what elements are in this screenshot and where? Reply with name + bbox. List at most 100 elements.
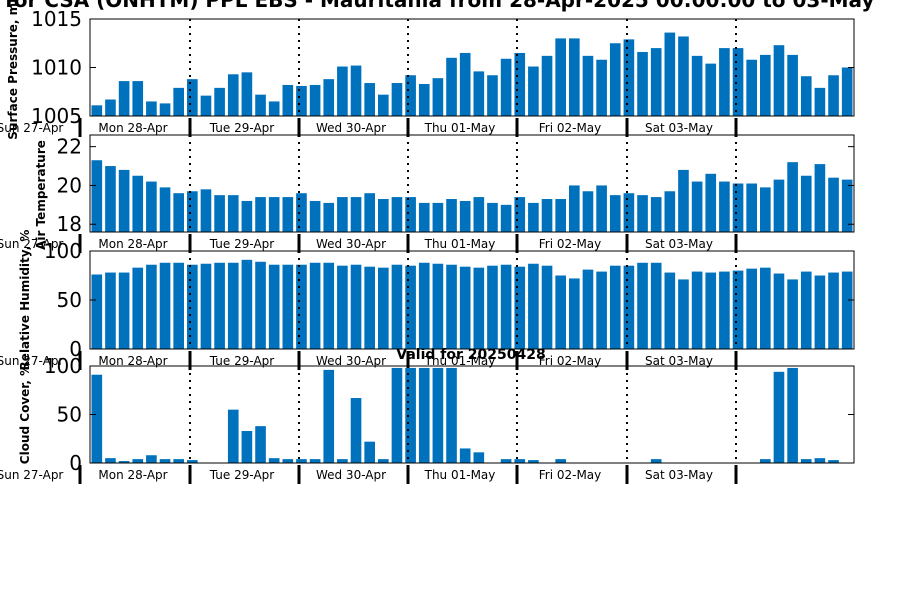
bar bbox=[309, 459, 321, 463]
bar bbox=[309, 262, 321, 349]
bar bbox=[364, 193, 375, 232]
bar bbox=[378, 267, 389, 349]
x-tick-label: Thu 01-May bbox=[424, 237, 496, 251]
axes-frame bbox=[89, 134, 855, 233]
bar bbox=[241, 259, 253, 349]
bar bbox=[337, 197, 348, 232]
bar bbox=[323, 262, 335, 349]
bar bbox=[91, 274, 103, 349]
x-tick-label: Sat 03-May bbox=[645, 121, 713, 135]
bar bbox=[459, 200, 471, 232]
bar bbox=[678, 36, 689, 116]
bar bbox=[773, 371, 785, 463]
bar bbox=[350, 197, 362, 232]
bar bbox=[282, 84, 294, 116]
bar bbox=[391, 264, 403, 349]
bar bbox=[391, 367, 403, 463]
bar bbox=[268, 458, 280, 463]
chart-title: for CSA (ONHTM) PPL EBS - Mauritania fro… bbox=[5, 0, 874, 12]
bar bbox=[746, 59, 757, 116]
bar bbox=[637, 51, 648, 117]
x-tick-label: Wed 30-Apr bbox=[316, 468, 386, 482]
bar bbox=[173, 459, 184, 463]
bar bbox=[664, 191, 676, 232]
bar bbox=[200, 189, 212, 232]
bar bbox=[760, 267, 771, 349]
bar bbox=[132, 175, 144, 232]
bar bbox=[787, 279, 798, 349]
x-tick-label: Tue 29-Apr bbox=[209, 121, 274, 135]
bar bbox=[118, 169, 130, 232]
y-tick-label: 1005 bbox=[31, 104, 82, 128]
bar bbox=[459, 52, 471, 116]
bar bbox=[391, 83, 403, 116]
y-axis-label: Air Temperature bbox=[34, 140, 48, 250]
bar bbox=[418, 367, 430, 463]
bar bbox=[405, 367, 416, 463]
bar bbox=[773, 45, 785, 116]
bar bbox=[569, 278, 580, 349]
bar bbox=[255, 426, 266, 463]
x-tick-label: Wed 30-Apr bbox=[316, 354, 386, 368]
bar bbox=[187, 264, 198, 349]
bar bbox=[555, 275, 566, 349]
x-tick-label: Thu 01-May bbox=[424, 354, 496, 368]
bar bbox=[487, 202, 498, 232]
bar bbox=[323, 202, 335, 232]
bar bbox=[569, 185, 580, 232]
bar bbox=[800, 459, 812, 463]
bar bbox=[705, 173, 717, 232]
bar bbox=[309, 200, 321, 232]
bar bbox=[650, 262, 662, 349]
bar bbox=[378, 94, 389, 116]
valid-date-label: Valid for 20250428 bbox=[396, 347, 545, 363]
bar bbox=[146, 101, 157, 116]
bar bbox=[446, 264, 457, 349]
bar bbox=[173, 87, 184, 116]
bar bbox=[268, 264, 280, 349]
bar bbox=[91, 160, 103, 232]
x-tick-label: Mon 28-Apr bbox=[98, 121, 167, 135]
bar bbox=[828, 272, 839, 349]
bar bbox=[678, 169, 689, 232]
bar bbox=[446, 199, 457, 232]
bar bbox=[664, 272, 676, 349]
bar bbox=[650, 48, 662, 116]
y-tick-label: 22 bbox=[57, 135, 82, 159]
bar bbox=[500, 204, 512, 232]
bar bbox=[582, 269, 594, 349]
bar bbox=[541, 55, 553, 116]
bar bbox=[418, 202, 430, 232]
bar bbox=[118, 272, 130, 349]
bar bbox=[446, 367, 457, 463]
bar bbox=[705, 272, 717, 349]
bar bbox=[446, 57, 457, 116]
bar bbox=[282, 197, 294, 232]
bar bbox=[323, 79, 335, 116]
bar bbox=[500, 58, 512, 116]
bar bbox=[787, 162, 798, 232]
bar bbox=[91, 374, 103, 463]
bar bbox=[241, 72, 253, 116]
bar bbox=[528, 263, 539, 349]
bar bbox=[719, 181, 730, 232]
bar bbox=[459, 266, 471, 349]
bar bbox=[91, 105, 103, 116]
bar bbox=[418, 83, 430, 116]
y-tick-label: 50 bbox=[57, 403, 82, 427]
bar bbox=[787, 367, 798, 463]
y-axis-label: Relative Humidity, % bbox=[18, 230, 32, 371]
bar bbox=[637, 262, 648, 349]
bar bbox=[432, 78, 444, 116]
bar bbox=[773, 179, 785, 232]
bar bbox=[159, 459, 171, 463]
y-tick-label: 20 bbox=[57, 173, 82, 197]
bar bbox=[555, 38, 566, 116]
bar bbox=[146, 264, 157, 349]
bar bbox=[473, 71, 485, 116]
bar bbox=[364, 441, 375, 463]
bar bbox=[118, 461, 130, 463]
bar bbox=[473, 267, 485, 349]
